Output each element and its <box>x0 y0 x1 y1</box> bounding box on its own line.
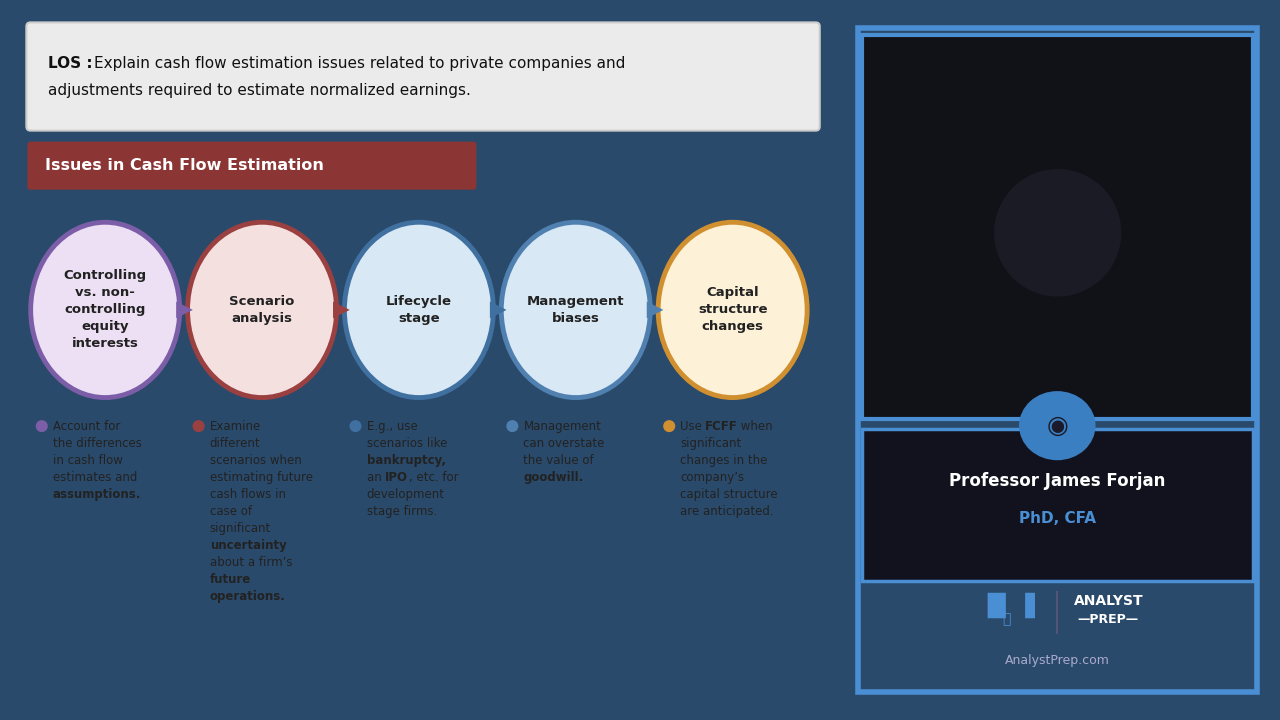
Text: adjustments required to estimate normalized earnings.: adjustments required to estimate normali… <box>49 83 471 97</box>
Text: Issues in Cash Flow Estimation: Issues in Cash Flow Estimation <box>46 158 324 174</box>
Text: changes in the: changes in the <box>680 454 768 467</box>
Text: Lifecycle
stage: Lifecycle stage <box>385 295 452 325</box>
Text: ▐▌▐: ▐▌▐ <box>978 593 1036 618</box>
Text: ●: ● <box>984 147 1130 310</box>
Ellipse shape <box>658 222 808 397</box>
Text: scenarios like: scenarios like <box>366 437 447 450</box>
Text: different: different <box>210 437 260 450</box>
Text: can overstate: can overstate <box>524 437 604 450</box>
Text: case of: case of <box>210 505 252 518</box>
Ellipse shape <box>502 222 650 397</box>
Circle shape <box>349 420 361 432</box>
Text: stage firms.: stage firms. <box>366 505 436 518</box>
Text: Management: Management <box>524 420 602 433</box>
Text: Account for: Account for <box>52 420 120 433</box>
Text: company’s: company’s <box>680 471 745 484</box>
Text: the value of: the value of <box>524 454 594 467</box>
Text: Examine: Examine <box>210 420 261 433</box>
Text: FCFF: FCFF <box>704 420 737 433</box>
Text: E.g., use: E.g., use <box>366 420 417 433</box>
Text: capital structure: capital structure <box>680 488 778 501</box>
FancyBboxPatch shape <box>861 429 1253 581</box>
Text: future: future <box>210 573 251 586</box>
Circle shape <box>192 420 205 432</box>
Circle shape <box>663 420 676 432</box>
Circle shape <box>36 420 47 432</box>
Circle shape <box>507 420 518 432</box>
Text: operations.: operations. <box>210 590 285 603</box>
FancyBboxPatch shape <box>27 142 476 189</box>
FancyBboxPatch shape <box>27 22 819 130</box>
Text: , etc. for: , etc. for <box>408 471 458 484</box>
Text: ANALYST: ANALYST <box>1074 593 1143 608</box>
Text: ⌒: ⌒ <box>1002 612 1010 626</box>
Text: PhD, CFA: PhD, CFA <box>1019 511 1096 526</box>
Text: cash flows in: cash flows in <box>210 488 285 501</box>
Text: when: when <box>737 420 772 433</box>
Text: —PREP—: —PREP— <box>1078 613 1139 626</box>
Text: goodwill.: goodwill. <box>524 471 584 484</box>
Text: assumptions.: assumptions. <box>52 488 141 501</box>
Ellipse shape <box>188 222 337 397</box>
Text: Capital
structure
changes: Capital structure changes <box>698 287 768 333</box>
Text: estimating future: estimating future <box>210 471 312 484</box>
Text: the differences: the differences <box>52 437 142 450</box>
Text: Scenario
analysis: Scenario analysis <box>229 295 294 325</box>
Text: estimates and: estimates and <box>52 471 137 484</box>
Text: LOS :: LOS : <box>49 56 93 71</box>
Text: in cash flow: in cash flow <box>52 454 123 467</box>
Text: scenarios when: scenarios when <box>210 454 302 467</box>
Ellipse shape <box>344 222 493 397</box>
Text: Controlling
vs. non-
controlling
equity
interests: Controlling vs. non- controlling equity … <box>64 269 147 351</box>
Text: IPO: IPO <box>385 471 407 484</box>
Text: Management
biases: Management biases <box>527 295 625 325</box>
Text: are anticipated.: are anticipated. <box>680 505 774 518</box>
Text: bankruptcy,: bankruptcy, <box>366 454 445 467</box>
Text: Use: Use <box>680 420 705 433</box>
Text: about a firm’s: about a firm’s <box>210 557 292 570</box>
Text: Explain cash flow estimation issues related to private companies and: Explain cash flow estimation issues rela… <box>93 56 625 71</box>
Text: significant: significant <box>210 522 271 535</box>
Text: significant: significant <box>680 437 741 450</box>
Text: AnalystPrep.com: AnalystPrep.com <box>1005 654 1110 667</box>
Text: development: development <box>366 488 444 501</box>
Text: Professor James Forjan: Professor James Forjan <box>948 472 1166 490</box>
Ellipse shape <box>31 222 179 397</box>
Text: an: an <box>366 471 385 484</box>
Text: uncertainty: uncertainty <box>210 539 287 552</box>
FancyBboxPatch shape <box>861 35 1253 419</box>
Ellipse shape <box>1019 391 1096 460</box>
Text: ◉: ◉ <box>1046 414 1069 438</box>
